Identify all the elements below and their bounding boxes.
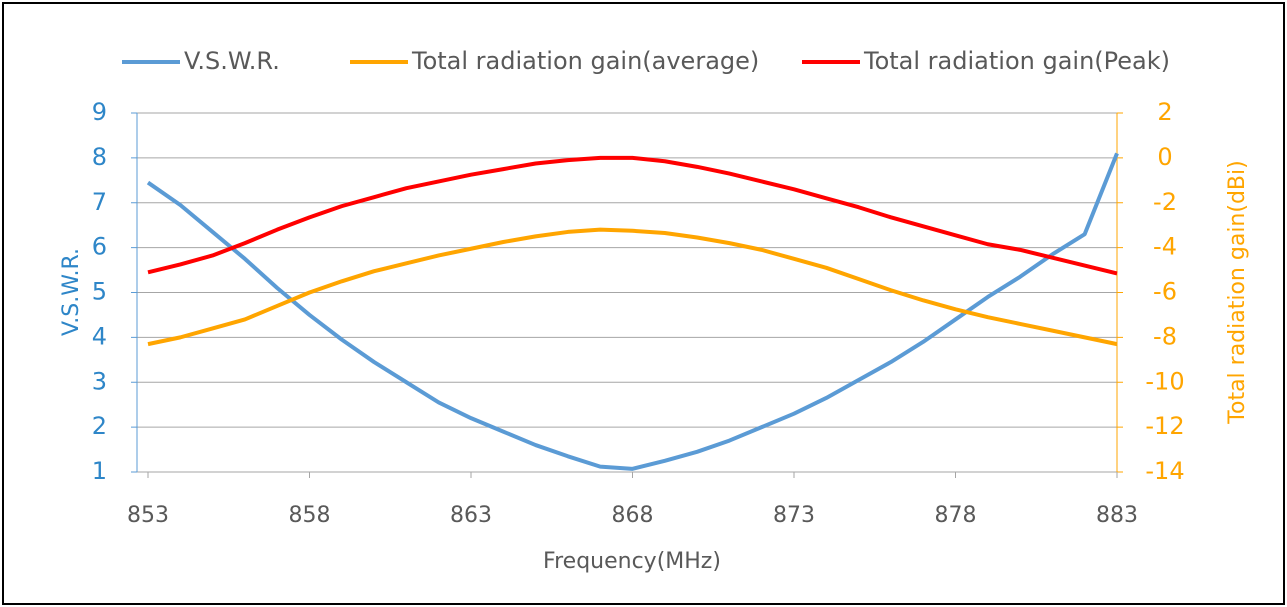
- y2-tick-label: -2: [1153, 188, 1177, 216]
- y2-tick-label: -8: [1153, 322, 1177, 350]
- legend-label: Total radiation gain(average): [411, 47, 759, 75]
- y2-tick-label: -4: [1153, 233, 1177, 261]
- x-tick-label: 853: [127, 503, 169, 528]
- x-axis-title: Frequency(MHz): [543, 549, 721, 574]
- y2-axis-title: Total radiation gain(dBi): [1225, 160, 1250, 424]
- legend-label: Total radiation gain(Peak): [863, 47, 1170, 75]
- x-tick-label: 878: [935, 503, 977, 528]
- y2-tick-label: -6: [1153, 278, 1177, 306]
- y2-tick-label: -10: [1145, 367, 1184, 395]
- series-line: [146, 152, 1119, 471]
- y-tick-label: 1: [92, 457, 107, 485]
- y-tick-label: 3: [92, 367, 107, 395]
- y-tick-label: 4: [92, 322, 107, 350]
- x-tick-label: 868: [612, 503, 654, 528]
- y-tick-label: 8: [92, 143, 107, 171]
- y-tick-label: 6: [92, 233, 107, 261]
- y2-tick-label: -14: [1145, 457, 1184, 485]
- y-tick-label: 5: [92, 278, 107, 306]
- y-tick-label: 2: [92, 412, 107, 440]
- y2-tick-label: 0: [1157, 143, 1172, 171]
- x-tick-label: 858: [289, 503, 331, 528]
- series-line: [147, 227, 1118, 347]
- x-tick-label: 863: [450, 503, 492, 528]
- y2-tick-label: 2: [1157, 98, 1172, 126]
- y2-tick-label: -12: [1145, 412, 1184, 440]
- x-tick-label: 873: [773, 503, 815, 528]
- y-tick-label: 7: [92, 188, 107, 216]
- y-axis-title: V.S.W.R.: [59, 248, 84, 336]
- x-tick-label: 883: [1096, 503, 1138, 528]
- series-line: [147, 155, 1118, 276]
- legend-label: V.S.W.R.: [184, 47, 280, 75]
- y-tick-label: 9: [92, 98, 107, 126]
